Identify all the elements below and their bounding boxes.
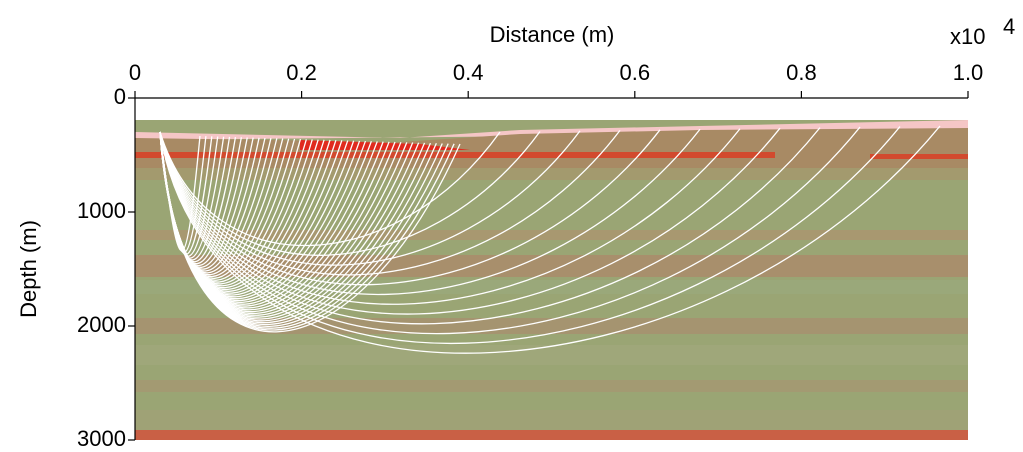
- ray: [159, 126, 901, 344]
- ray-paths: [159, 125, 941, 354]
- x-axis-label: Distance (m): [490, 22, 615, 47]
- x-tick-label: 0: [129, 60, 141, 85]
- ray: [159, 128, 701, 296]
- ray: [159, 125, 941, 354]
- x-tick-label: 0.4: [453, 60, 484, 85]
- x-multiplier-exponent: 4: [1003, 14, 1015, 39]
- y-axis-label: Depth (m): [16, 220, 41, 318]
- ray: [159, 131, 541, 256]
- x-multiplier: x10: [950, 24, 985, 49]
- ray: [159, 126, 861, 335]
- ray: [159, 127, 821, 325]
- x-tick-label: 0.6: [620, 60, 651, 85]
- x-tick-label: 0.2: [286, 60, 317, 85]
- ray: [159, 131, 501, 247]
- x-tick-label: 0.8: [786, 60, 817, 85]
- ray: [159, 127, 781, 315]
- ray: [159, 130, 581, 266]
- y-tick-label: 3000: [77, 426, 126, 451]
- x-tick-label: 1.0: [953, 60, 984, 85]
- ray: [159, 129, 661, 286]
- ray: [159, 129, 621, 276]
- ray: [159, 131, 461, 333]
- y-tick-label: 2000: [77, 312, 126, 337]
- y-tick-label: 0: [114, 84, 126, 109]
- y-tick-label: 1000: [77, 198, 126, 223]
- ray: [159, 128, 741, 305]
